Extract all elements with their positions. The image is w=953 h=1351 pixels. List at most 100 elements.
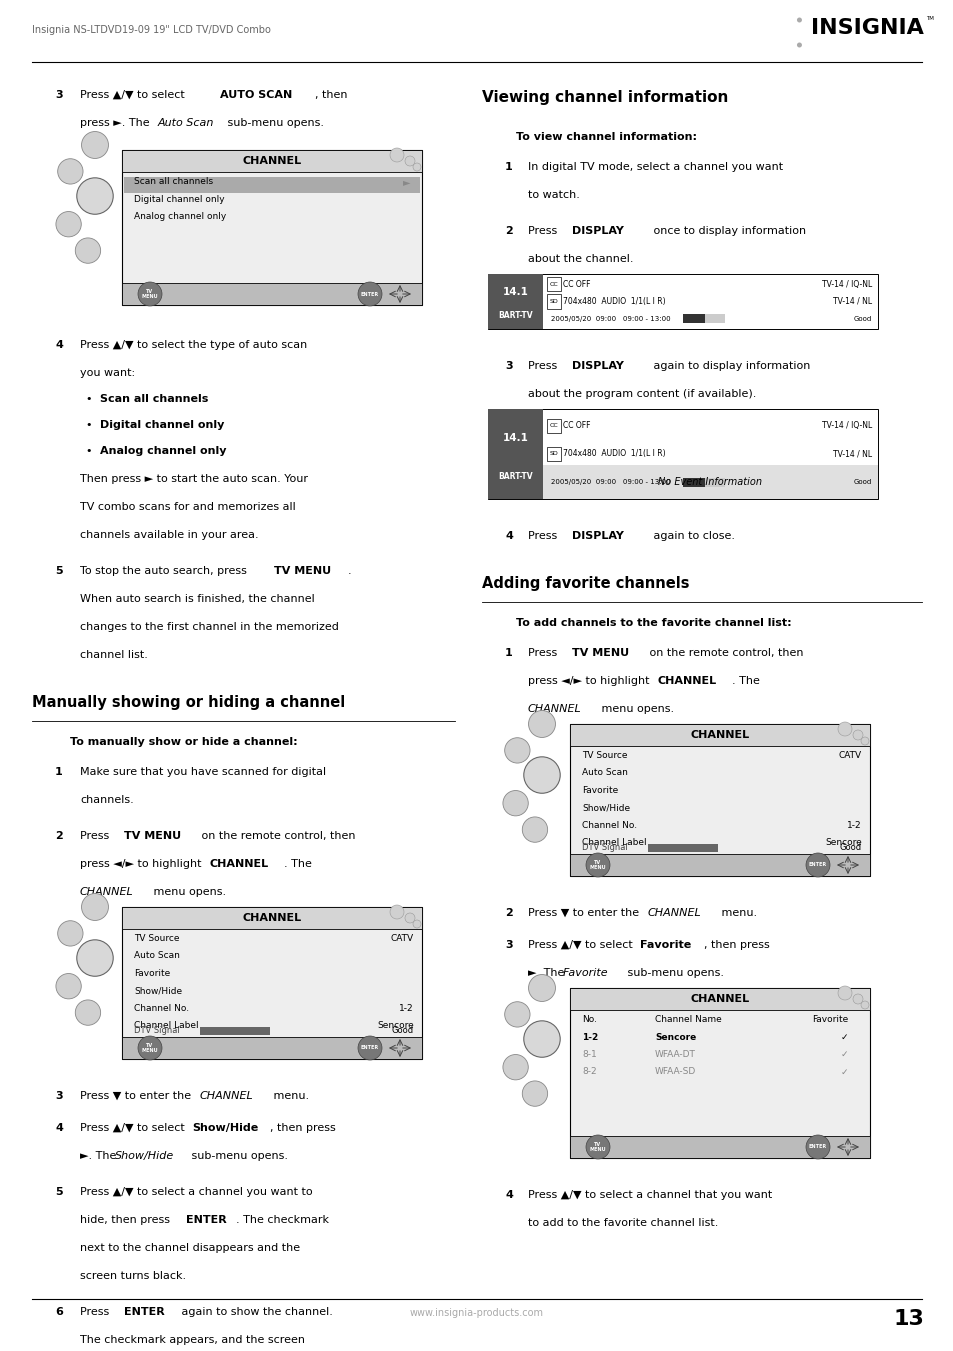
Text: Favorite: Favorite [562, 969, 608, 978]
Text: sub-menu opens.: sub-menu opens. [623, 969, 723, 978]
Text: ►. The: ►. The [527, 969, 567, 978]
Text: Channel No.: Channel No. [581, 821, 637, 830]
Bar [122, 282, 421, 305]
Text: Adding favorite channels: Adding favorite channels [481, 576, 689, 590]
Text: BART-TV: BART-TV [497, 311, 533, 320]
Circle shape [852, 994, 862, 1004]
Text: channels available in your area.: channels available in your area. [80, 530, 258, 540]
Text: Press ▲/▼ to select the type of auto scan: Press ▲/▼ to select the type of auto sca… [80, 340, 307, 350]
Text: ✓: ✓ [840, 1032, 847, 1042]
Text: Scan all channels: Scan all channels [100, 394, 208, 404]
Text: Good: Good [392, 1027, 414, 1035]
Text: TV
MENU: TV MENU [589, 1142, 606, 1152]
Text: CHANNEL: CHANNEL [690, 730, 749, 740]
Bar [569, 854, 869, 875]
Circle shape [390, 905, 403, 919]
Text: CATV: CATV [391, 934, 414, 943]
Bar [124, 177, 419, 192]
Text: 3: 3 [504, 940, 512, 950]
Text: 5: 5 [55, 566, 63, 576]
Text: .: . [348, 566, 352, 576]
Circle shape [837, 986, 851, 1000]
Text: Press ▼ to enter the: Press ▼ to enter the [80, 1092, 194, 1101]
Text: Good: Good [839, 843, 862, 852]
Text: Analog channel only: Analog channel only [100, 446, 226, 457]
Text: Press: Press [527, 648, 560, 658]
Circle shape [57, 158, 83, 184]
Circle shape [502, 790, 528, 816]
Circle shape [585, 852, 609, 877]
Text: menu.: menu. [718, 908, 757, 917]
Bar [488, 274, 877, 330]
Text: channels.: channels. [80, 794, 133, 805]
Circle shape [405, 913, 415, 923]
Text: menu opens.: menu opens. [598, 704, 674, 713]
Text: BART-TV: BART-TV [497, 471, 533, 481]
Circle shape [861, 1001, 868, 1009]
Bar [542, 465, 877, 499]
Bar [122, 907, 421, 929]
Circle shape [75, 238, 100, 263]
Bar [488, 409, 877, 499]
Circle shape [805, 1135, 829, 1159]
Circle shape [75, 1000, 100, 1025]
Text: Good: Good [853, 316, 871, 322]
Bar [546, 295, 560, 308]
Text: 3: 3 [55, 1092, 63, 1101]
Text: Show/Hide: Show/Hide [133, 986, 182, 996]
Text: 6: 6 [55, 1306, 63, 1317]
Text: 8-2: 8-2 [581, 1067, 596, 1077]
Text: channel list.: channel list. [80, 650, 148, 661]
Text: ✓: ✓ [840, 1067, 847, 1077]
Bar [488, 409, 542, 499]
Circle shape [528, 974, 555, 1001]
Text: The checkmark appears, and the screen: The checkmark appears, and the screen [80, 1335, 305, 1346]
Text: 4: 4 [504, 1190, 513, 1200]
Text: WFAA-SD: WFAA-SD [655, 1067, 696, 1077]
Bar [704, 478, 724, 486]
Circle shape [528, 711, 555, 738]
Text: CHANNEL: CHANNEL [242, 155, 301, 166]
Text: again to close.: again to close. [649, 531, 734, 540]
Text: menu opens.: menu opens. [150, 888, 226, 897]
Bar [704, 315, 724, 323]
Text: Manually showing or hiding a channel: Manually showing or hiding a channel [32, 694, 345, 711]
Text: AUTO SCAN: AUTO SCAN [220, 91, 292, 100]
Text: Sencore: Sencore [376, 1021, 414, 1031]
Circle shape [138, 1036, 162, 1061]
Text: about the channel.: about the channel. [527, 254, 633, 263]
Bar [569, 1136, 869, 1158]
Text: 2: 2 [55, 831, 63, 842]
Text: , then press: , then press [270, 1123, 335, 1133]
Text: . The: . The [284, 859, 312, 869]
Circle shape [852, 730, 862, 740]
Circle shape [523, 757, 559, 793]
Text: Favorite: Favorite [639, 940, 691, 950]
Text: •: • [85, 446, 91, 457]
Text: ►: ► [402, 177, 410, 186]
Text: 1: 1 [504, 648, 512, 658]
Circle shape [56, 212, 81, 236]
Text: To stop the auto search, press: To stop the auto search, press [80, 566, 250, 576]
Circle shape [56, 974, 81, 998]
Text: DISPLAY: DISPLAY [572, 531, 623, 540]
Circle shape [405, 155, 415, 166]
Text: . The checkmark: . The checkmark [235, 1215, 329, 1225]
Text: CHANNEL: CHANNEL [658, 676, 717, 686]
Text: Press ▲/▼ to select a channel you want to: Press ▲/▼ to select a channel you want t… [80, 1188, 313, 1197]
Circle shape [138, 282, 162, 305]
Text: 2: 2 [504, 226, 512, 236]
Text: TV-14 / NL: TV-14 / NL [832, 297, 871, 305]
Circle shape [523, 1021, 559, 1058]
Text: TV-14 / NL: TV-14 / NL [832, 450, 871, 458]
Text: Press: Press [527, 361, 560, 372]
Bar [569, 988, 869, 1158]
Circle shape [504, 738, 530, 763]
Text: 2005/05/20  09:00   09:00 - 13:00: 2005/05/20 09:00 09:00 - 13:00 [551, 480, 670, 485]
Bar [122, 907, 421, 1059]
Text: TV
MENU: TV MENU [142, 1043, 158, 1054]
Text: Channel Name: Channel Name [655, 1015, 721, 1024]
Bar [682, 478, 704, 486]
Text: Scan all channels: Scan all channels [133, 177, 213, 186]
Text: DTV Signal: DTV Signal [581, 843, 627, 852]
